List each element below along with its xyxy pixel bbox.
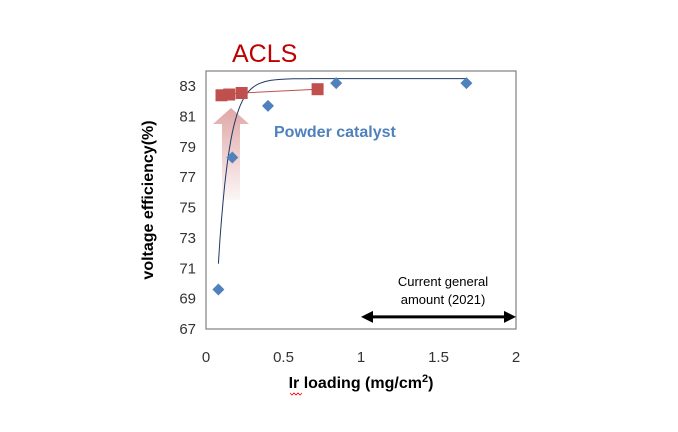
annotation-line-2: amount (2021) [401, 292, 486, 307]
x-axis-title-end: ) [428, 375, 433, 392]
range-arrow-head-right [504, 310, 516, 323]
x-tick-label-4: 2 [512, 349, 520, 366]
range-arrow-head-left [361, 310, 373, 323]
powder-catalyst-trend-curve [217, 78, 467, 264]
y-tick-label-8: 83 [179, 78, 196, 95]
acls-point-2 [235, 87, 248, 100]
y-axis-title: voltage efficiency(%) [140, 120, 157, 279]
x-tick-labels: 0 0.5 1 1.5 2 [202, 349, 520, 366]
plot-area-frame [205, 70, 517, 330]
powder-point-4 [460, 77, 473, 90]
y-tick-label-1: 69 [179, 291, 196, 308]
x-tick-label-0: 0 [202, 349, 210, 366]
acls-point-1 [223, 88, 236, 101]
powder-point-1 [226, 151, 239, 164]
spellcheck-underline [289, 392, 303, 396]
y-tick-label-3: 73 [179, 230, 196, 247]
x-tick-label-2: 1 [357, 349, 365, 366]
y-tick-label-2: 71 [179, 260, 196, 277]
powder-point-2 [262, 99, 274, 112]
y-tick-label-0: 67 [179, 321, 196, 338]
y-tick-label-5: 77 [179, 169, 196, 186]
x-axis-title-superscript: 2 [422, 373, 428, 385]
data-markers [212, 77, 473, 296]
x-axis-title: Ir loading (mg/cm2) [289, 373, 434, 392]
x-tick-label-3: 1.5 [428, 349, 449, 366]
y-tick-label-4: 75 [179, 200, 196, 217]
x-axis-title-main: Ir loading (mg/cm [289, 375, 422, 392]
acls-point-3 [311, 83, 324, 96]
series-label-acls: ACLS [232, 40, 297, 68]
powder-point-3 [330, 77, 343, 90]
annotation-line-1: Current general [398, 274, 488, 289]
powder-point-0 [212, 283, 225, 296]
x-tick-label-1: 0.5 [273, 349, 294, 366]
y-tick-labels: 67 69 71 73 75 77 79 81 83 [179, 78, 196, 338]
y-tick-label-7: 81 [179, 109, 196, 126]
series-label-powder-catalyst: Powder catalyst [274, 124, 397, 141]
y-tick-label-6: 79 [179, 139, 196, 156]
